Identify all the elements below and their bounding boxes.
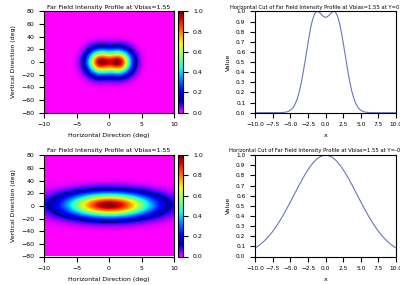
Title: Far Field Intensity Profile at Vbias=1.55: Far Field Intensity Profile at Vbias=1.5… xyxy=(48,148,171,153)
Y-axis label: Value: Value xyxy=(226,197,230,215)
X-axis label: x: x xyxy=(324,277,328,282)
X-axis label: x: x xyxy=(324,133,328,138)
Title: Horizontal Cut of Far Field Intensity Profile at Vbias=1.55 at Y=-0.152724: Horizontal Cut of Far Field Intensity Pr… xyxy=(229,148,400,153)
X-axis label: Horizontal Direction (deg): Horizontal Direction (deg) xyxy=(68,277,150,282)
Y-axis label: Vertical Direction (deg): Vertical Direction (deg) xyxy=(10,26,16,99)
X-axis label: Horizontal Direction (deg): Horizontal Direction (deg) xyxy=(68,133,150,138)
Y-axis label: Value: Value xyxy=(226,53,230,71)
Title: Horizontal Cut of Far Field Intensity Profile at Vbias=1.55 at Y=0.797353: Horizontal Cut of Far Field Intensity Pr… xyxy=(230,5,400,10)
Title: Far Field Intensity Profile at Vbias=1.55: Far Field Intensity Profile at Vbias=1.5… xyxy=(48,5,171,10)
Y-axis label: Vertical Direction (deg): Vertical Direction (deg) xyxy=(10,169,16,242)
